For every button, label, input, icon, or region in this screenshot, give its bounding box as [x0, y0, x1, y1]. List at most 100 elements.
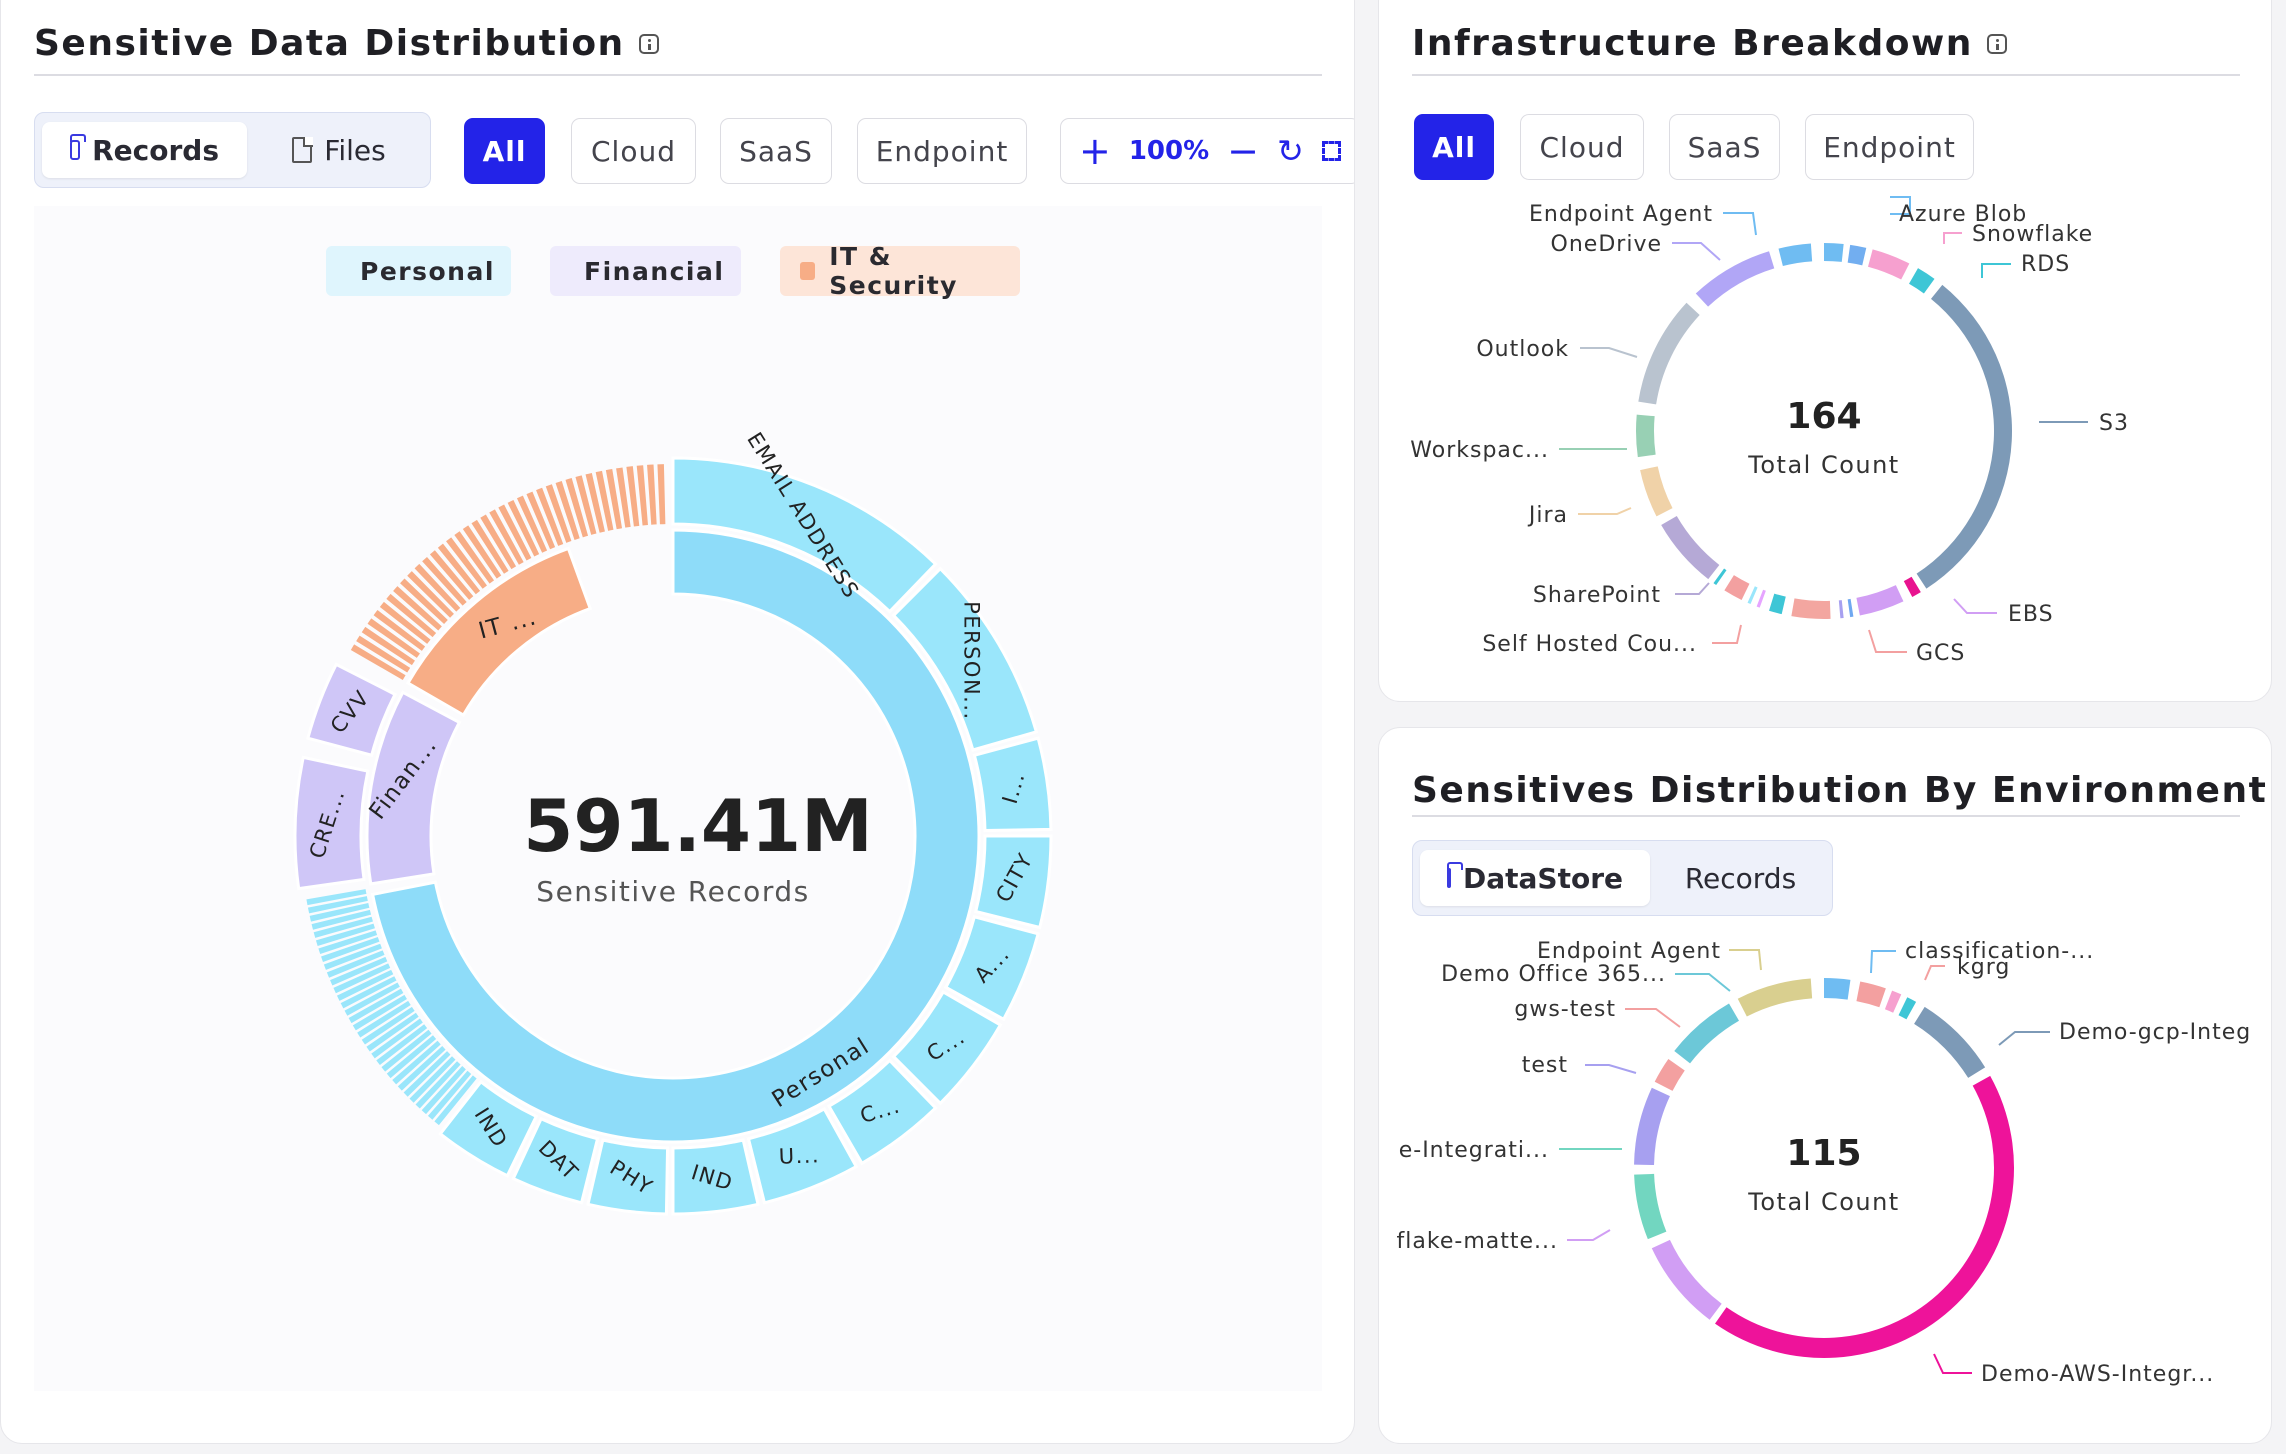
reset-zoom-icon[interactable]: ↻ [1277, 132, 1304, 170]
small-segment[interactable] [366, 1012, 419, 1052]
small-segment[interactable] [434, 1075, 477, 1126]
small-segment[interactable] [376, 1024, 428, 1066]
infra-arc[interactable] [1903, 576, 1921, 597]
small-segment[interactable] [616, 467, 631, 528]
inner-segment-personal[interactable] [370, 528, 981, 1144]
fullscreen-icon[interactable] [1321, 141, 1341, 161]
env-arc[interactable] [1884, 990, 1902, 1013]
label-jira[interactable]: Jira [1527, 503, 1568, 528]
infra-arc[interactable] [1695, 251, 1775, 307]
small-segment[interactable] [379, 601, 431, 644]
infra-arc[interactable] [1909, 268, 1935, 294]
infra-arc[interactable] [1756, 589, 1766, 608]
small-segment[interactable] [336, 969, 394, 1001]
infra-arc[interactable] [1713, 568, 1727, 586]
zoom-out-icon[interactable]: − [1227, 129, 1260, 173]
small-segment[interactable] [437, 543, 481, 595]
small-segment[interactable] [421, 1066, 466, 1115]
small-segment[interactable] [507, 499, 540, 557]
infra-arc[interactable] [1824, 243, 1844, 262]
small-segment[interactable] [403, 1051, 451, 1097]
info-icon[interactable] [1986, 33, 2007, 54]
small-segment[interactable] [306, 889, 367, 906]
small-segment[interactable] [489, 509, 524, 565]
infra-arc[interactable] [1661, 516, 1720, 580]
small-segment[interactable] [323, 943, 382, 970]
label-ebs[interactable]: EBS [2008, 602, 2054, 627]
small-segment[interactable] [565, 478, 589, 538]
label-demo-gcp[interactable]: Demo-gcp-Integ [2059, 1020, 2251, 1045]
small-segment[interactable] [595, 470, 614, 531]
small-segment[interactable] [605, 468, 623, 530]
label-e-integration[interactable]: e-Integrati... [1399, 1138, 1549, 1163]
label-kgrg[interactable]: kgrg [1957, 955, 2010, 980]
infra-arc[interactable] [1640, 466, 1673, 517]
filter-endpoint[interactable]: Endpoint [1805, 114, 1974, 180]
label-demo-office[interactable]: Demo Office 365... [1441, 962, 1666, 987]
infra-arc[interactable] [1724, 575, 1750, 600]
records-tab[interactable]: Records [1658, 850, 1823, 906]
label-test[interactable]: test [1522, 1053, 1568, 1078]
small-segment[interactable] [386, 593, 437, 638]
small-segment[interactable] [429, 550, 474, 600]
label-flake-matte[interactable]: flake-matte... [1397, 1229, 1558, 1254]
infra-arc[interactable] [1791, 598, 1831, 619]
infra-arc[interactable] [1638, 302, 1700, 405]
small-segment[interactable] [585, 472, 605, 533]
env-arc[interactable] [1824, 978, 1851, 1000]
small-segment[interactable] [626, 466, 640, 527]
env-arc[interactable] [1914, 1006, 1986, 1078]
small-segment[interactable] [348, 988, 404, 1024]
datastore-tab[interactable]: DataStore [1420, 850, 1650, 906]
zoom-in-icon[interactable]: + [1079, 129, 1111, 173]
infra-arc[interactable] [1847, 244, 1867, 266]
infra-arc[interactable] [1856, 585, 1904, 616]
small-segment[interactable] [330, 956, 388, 986]
small-segment[interactable] [545, 484, 572, 543]
small-segment[interactable] [422, 556, 467, 606]
outer-segment[interactable] [671, 456, 938, 614]
small-segment[interactable] [350, 644, 406, 680]
label-snowflake[interactable]: Snowflake [1972, 222, 2093, 247]
small-segment[interactable] [361, 1006, 415, 1045]
small-segment[interactable] [414, 563, 461, 612]
small-segment[interactable] [344, 982, 400, 1016]
outer-segment[interactable] [746, 1106, 859, 1205]
label-self-hosted[interactable]: Self Hosted Cou... [1482, 632, 1697, 657]
infra-arc[interactable] [1636, 414, 1656, 458]
small-segment[interactable] [446, 537, 487, 589]
label-demo-aws[interactable]: Demo-AWS-Integr... [1981, 1362, 2214, 1387]
info-icon[interactable] [638, 33, 659, 54]
outer-segment[interactable] [972, 736, 1053, 833]
label-workspace[interactable]: Workspac... [1410, 438, 1549, 463]
small-segment[interactable] [498, 504, 532, 561]
env-arc[interactable] [1898, 997, 1917, 1020]
small-segment[interactable] [471, 519, 509, 574]
small-segment[interactable] [373, 610, 426, 651]
outer-segment[interactable] [943, 914, 1040, 1022]
infra-arc[interactable] [1867, 249, 1910, 280]
env-arc[interactable] [1634, 1087, 1670, 1166]
label-gcs[interactable]: GCS [1916, 641, 1965, 666]
env-arc[interactable] [1654, 1059, 1685, 1091]
small-segment[interactable] [407, 571, 454, 618]
small-segment[interactable] [367, 618, 420, 658]
small-segment[interactable] [318, 930, 378, 955]
filter-endpoint[interactable]: Endpoint [857, 118, 1027, 184]
small-segment[interactable] [555, 481, 580, 540]
legend-it-security[interactable]: IT & Security [780, 242, 1020, 300]
small-segment[interactable] [356, 635, 411, 673]
env-arc[interactable] [1674, 1003, 1739, 1064]
filter-cloud[interactable]: Cloud [571, 118, 696, 184]
outer-segment[interactable] [826, 1058, 938, 1166]
small-segment[interactable] [409, 1056, 456, 1103]
small-segment[interactable] [386, 1035, 437, 1079]
label-endpoint-agent[interactable]: Endpoint Agent [1537, 939, 1721, 964]
small-segment[interactable] [516, 495, 548, 553]
label-s3[interactable]: S3 [2099, 411, 2129, 436]
small-segment[interactable] [311, 909, 372, 930]
filter-saas[interactable]: SaaS [1669, 114, 1780, 180]
small-segment[interactable] [536, 487, 564, 546]
outer-segment[interactable] [891, 989, 1003, 1106]
small-segment[interactable] [397, 1045, 446, 1091]
